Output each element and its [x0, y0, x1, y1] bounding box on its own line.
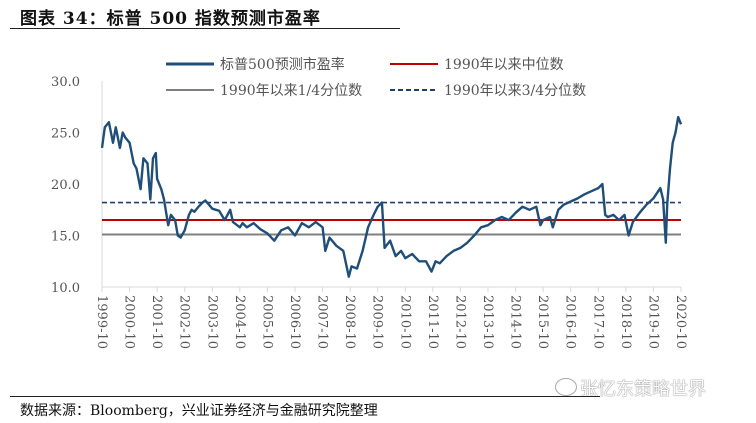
x-tick-label: 2001-10: [149, 295, 164, 349]
y-tick-label: 30.0: [51, 75, 80, 90]
x-tick-label: 2018-10: [618, 295, 633, 349]
x-tick-label: 2013-10: [480, 295, 495, 349]
source-divider: [10, 396, 600, 397]
legend-label-q1: 1990年以来1/4分位数: [220, 83, 362, 99]
wechat-icon: [555, 378, 577, 396]
x-tick-label: 2002-10: [177, 295, 192, 349]
x-tick-label: 2017-10: [590, 295, 605, 349]
watermark: 张忆东策略世界: [580, 379, 706, 400]
y-tick-label: 15.0: [51, 230, 80, 245]
y-tick-label: 25.0: [51, 127, 80, 142]
x-tick-label: 2007-10: [315, 295, 330, 349]
x-tick-label: 2003-10: [204, 295, 219, 349]
x-tick-label: 1999-10: [94, 295, 109, 349]
legend-label-q3: 1990年以来3/4分位数: [444, 83, 586, 99]
x-tick-label: 2015-10: [535, 295, 550, 349]
legend: 标普500预测市盈率 1990年以来中位数 1990年以来1/4分位数 1990…: [166, 56, 586, 99]
pe-series-line: [100, 115, 683, 278]
x-tick-label: 2006-10: [287, 295, 302, 349]
x-tick-label: 2008-10: [342, 295, 357, 349]
y-tick-label: 10.0: [51, 281, 80, 296]
source-note: 数据来源：Bloomberg，兴业证券经济与金融研究院整理: [20, 403, 378, 419]
x-tick-label: 2009-10: [370, 295, 385, 349]
legend-label-pe: 标普500预测市盈率: [220, 56, 345, 73]
x-tick-label: 2012-10: [452, 295, 467, 349]
x-tick-label: 2014-10: [508, 295, 523, 349]
title-divider: [10, 28, 400, 29]
y-tick-label: 20.0: [51, 178, 80, 193]
x-tick-label: 2011-10: [425, 295, 440, 349]
x-tick-label: 2000-10: [122, 295, 137, 349]
x-tick-label: 2019-10: [645, 295, 660, 349]
x-tick-label: 2004-10: [232, 295, 247, 349]
legend-label-median: 1990年以来中位数: [444, 57, 564, 73]
x-tick-label: 2005-10: [259, 295, 274, 349]
figure-title: 图表 34：标普 500 指数预测市盈率: [20, 9, 321, 29]
x-tick-label: 2016-10: [563, 295, 578, 349]
x-tick-label: 2020-10: [673, 295, 688, 349]
x-tick-label: 2010-10: [397, 295, 412, 349]
